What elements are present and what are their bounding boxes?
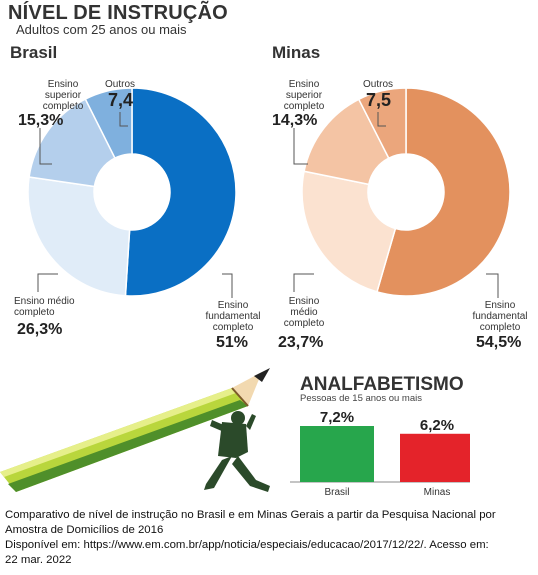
bar-value-label: 6,2%: [420, 417, 454, 434]
bar-category-label: Minas: [424, 487, 451, 498]
minas-medio-label: Ensino médio completo: [283, 296, 325, 329]
bar-brasil: [300, 426, 374, 482]
pencil-illustration: [0, 368, 270, 492]
brasil-outros-leader: [119, 112, 128, 127]
brasil-fundamental-leader: [222, 273, 233, 298]
brasil-donut: [27, 87, 237, 297]
bar-value-label: 7,2%: [320, 409, 354, 426]
brasil-chart-title: Brasil: [10, 43, 58, 62]
minas-medio-value: 23,7%: [278, 334, 324, 351]
minas-donut: [301, 87, 511, 297]
minas-slice-medio: [301, 170, 397, 293]
brasil-superior-label: Ensino superior completo: [42, 79, 84, 112]
minas-chart-title: Minas: [272, 43, 321, 62]
page-title: NÍVEL DE INSTRUÇÃO: [8, 2, 228, 24]
brasil-fundamental-value: 51%: [216, 334, 249, 351]
brasil-outros-value: 7,4: [108, 90, 134, 110]
bar-chart-svg: 7,2% Brasil 6,2% Minas: [290, 409, 470, 498]
brasil-superior-leader: [39, 128, 52, 165]
caption-line-4: 22 mar. 2022: [5, 554, 72, 566]
bar-category-label: Brasil: [324, 487, 349, 498]
caption-line-2: Amostra de Domicílios de 2016: [5, 524, 164, 536]
minas-superior-leader: [293, 128, 308, 165]
bar-chart-title: ANALFABETISMO: [300, 374, 464, 395]
brasil-slice-outros: [84, 87, 133, 160]
brasil-outros-label: Outros: [105, 79, 136, 90]
caption-line-3: Disponível em: https://www.em.com.br/app…: [5, 539, 489, 551]
bar-minas: [400, 433, 470, 482]
brasil-medio-leader: [37, 273, 58, 292]
minas-outros-leader: [377, 112, 386, 127]
minas-slice-fundamental: [376, 87, 511, 297]
brasil-superior-label-group: Ensino superior completo: [18, 79, 108, 112]
brasil-medio-label: Ensino médio completo: [14, 296, 75, 318]
minas-superior-value: 14,3%: [272, 112, 318, 129]
minas-medio-leader: [293, 273, 314, 292]
leader-lines: [37, 112, 499, 298]
minas-fundamental-leader: [486, 273, 499, 298]
minas-slice-outros: [357, 87, 407, 160]
brasil-fundamental-label: Ensino fundamental completo: [205, 300, 261, 333]
brasil-slice-fundamental: [124, 87, 237, 297]
minas-superior-label: Ensino superior completo: [283, 79, 325, 112]
minas-fundamental-label: Ensino fundamental completo: [472, 300, 528, 333]
pencil-icon: [0, 368, 270, 492]
minas-outros-value: 7,5: [366, 90, 392, 110]
minas-fundamental-value: 54,5%: [476, 334, 522, 351]
figure-caption: Comparativo de nível de instrução no Bra…: [5, 508, 535, 568]
brasil-medio-value: 26,3%: [17, 321, 63, 338]
caption-line-1: Comparativo de nível de instrução no Bra…: [5, 509, 496, 521]
bar-chart-subtitle: Pessoas de 15 anos ou mais: [300, 393, 422, 404]
brasil-slice-medio: [27, 176, 131, 297]
man-carrying-icon: [204, 411, 270, 492]
minas-outros-label: Outros: [363, 79, 394, 90]
page-subtitle: Adultos com 25 anos ou mais: [16, 22, 187, 37]
brasil-superior-value: 15,3%: [18, 112, 64, 129]
